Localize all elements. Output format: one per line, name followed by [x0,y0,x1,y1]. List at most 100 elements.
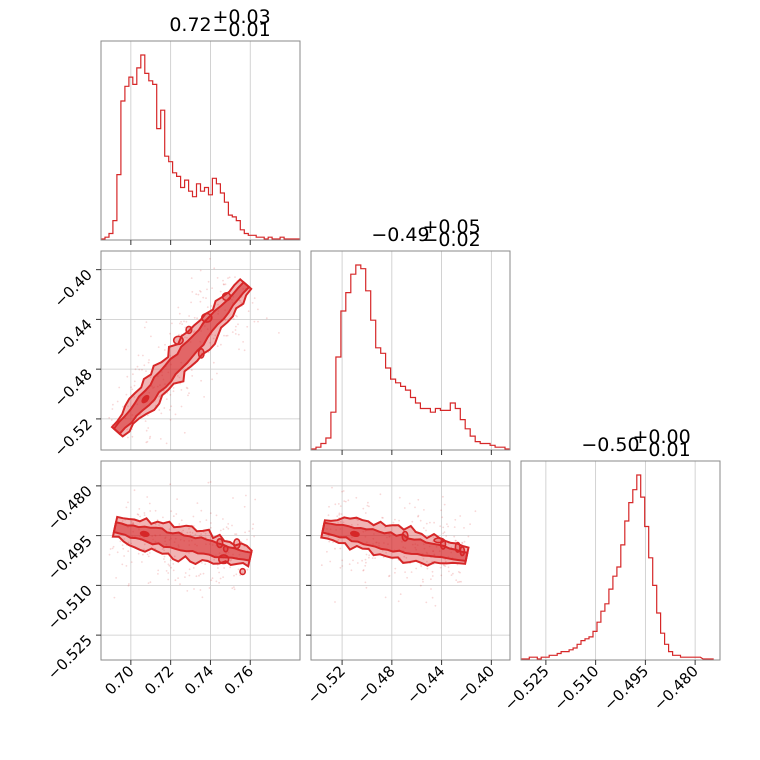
axes: 0.70 0.72 0.74 0.76 −0.52 −0.48 −0.44 −0.40 −0.5… [44,240,702,714]
sample-point [188,527,190,530]
sample-point [199,589,202,591]
sample-point [455,539,457,542]
sample-point [374,557,376,559]
sample-point [182,529,185,532]
scatter-panel-2 [100,460,301,661]
sample-point [246,538,248,541]
sample-point [130,561,133,563]
sample-point [338,514,341,516]
sample-point [145,370,147,372]
sample-point [109,548,112,550]
sample-point [326,550,328,553]
sample-point [170,405,173,408]
sample-point [235,533,238,536]
sample-point [127,436,129,439]
sample-point [234,533,236,535]
y-tick-label: −0.495 [44,532,96,584]
sample-point [364,512,367,514]
sample-point [180,320,183,323]
sample-point [176,375,179,377]
histogram-line [101,54,300,240]
sample-point [169,559,172,562]
sample-point [169,332,171,335]
sample-point [253,535,256,538]
sample-point [227,523,230,525]
panel-title: −0.50 [581,434,639,456]
sample-point [161,548,164,550]
sample-point [168,564,171,567]
sample-point [347,499,350,502]
y-tick-label: −0.510 [44,581,96,633]
sample-point [145,441,148,444]
sample-point [190,369,193,371]
sample-point [337,521,339,524]
density-peak [349,530,360,538]
sample-point [237,323,239,326]
sample-point [340,513,343,515]
sample-point [167,563,170,566]
sample-point [398,519,400,522]
sample-point [257,320,259,323]
sample-point [444,558,447,561]
sample-point [178,333,180,336]
sample-point [461,542,464,544]
sample-point [381,516,383,519]
sample-point [356,562,359,564]
sample-point [149,581,152,584]
sample-point [415,567,418,570]
sample-point [207,280,210,283]
histogram-panel-2: −0.49+0.05−0.02 [310,216,511,451]
sample-point [398,496,401,499]
sample-point [337,538,340,541]
sample-point [235,314,237,317]
sample-point [198,574,200,577]
lower-error: −0.02 [423,229,481,251]
sample-point [132,522,135,525]
sample-point [191,291,194,293]
sample-point [143,543,146,546]
sample-point [419,519,422,522]
sample-point [164,561,166,563]
sample-point [127,583,130,585]
sample-point [350,569,353,572]
sample-point [220,343,222,346]
sample-point [173,555,176,558]
sample-point [196,502,199,504]
sample-point [405,556,408,559]
sample-point [245,494,247,497]
sample-point [167,578,170,581]
sample-point [210,579,213,582]
sample-point [352,559,354,562]
sample-point [457,581,459,584]
sample-point [328,540,331,543]
x-tick-label: −0.495 [600,662,652,714]
scatter-panel-1 [100,250,301,451]
sample-point [136,365,139,368]
sample-point [341,559,344,562]
sample-point [188,552,191,554]
sample-point [320,564,323,567]
sample-point [188,392,190,395]
sample-point [334,601,336,603]
sample-point [158,395,161,398]
sample-point [237,568,240,571]
sample-point [242,341,245,343]
sample-point [463,540,466,543]
sample-point [411,520,414,523]
density-peak [139,530,150,538]
median-value: 0.72 [169,14,211,36]
sample-point [191,375,194,377]
sample-point [434,604,437,607]
sample-point [240,541,243,543]
sample-point [331,486,333,489]
sample-point [209,341,211,344]
sample-point [200,379,203,382]
sample-point [219,577,222,580]
sample-point [130,522,133,525]
sample-point [118,386,121,389]
sample-point [177,306,180,309]
sample-point [115,577,117,579]
sample-point [123,538,126,540]
histogram-panel-1: 0.72 +0.03−0.01 [100,6,301,241]
sample-point [222,283,225,286]
